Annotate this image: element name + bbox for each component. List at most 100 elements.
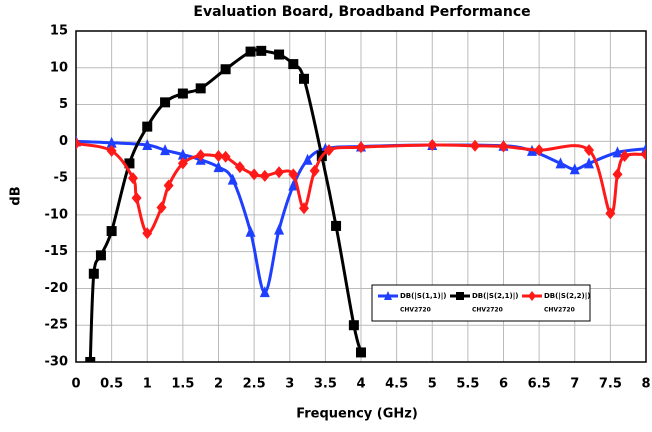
data-point	[88, 268, 99, 279]
data-point	[85, 357, 96, 362]
plot-border	[75, 30, 647, 363]
data-point	[331, 220, 342, 231]
data-point	[142, 227, 153, 240]
data-point	[163, 179, 174, 192]
legend-note: CHV2720	[544, 307, 575, 314]
plot-area	[76, 45, 646, 362]
data-point	[245, 46, 256, 57]
data-point	[498, 140, 509, 153]
x-tick-label: 1	[143, 377, 152, 392]
y-axis-label: dB	[9, 186, 24, 205]
x-tick-label: 3	[285, 377, 294, 392]
data-point	[641, 148, 646, 161]
y-tick-label: -30	[45, 355, 69, 370]
x-tick-label: 5	[428, 377, 437, 392]
data-point	[288, 168, 299, 181]
legend-label: DB(|S(1,1)|)	[400, 292, 447, 301]
data-point	[106, 226, 117, 237]
data-point	[160, 97, 171, 108]
x-tick-label: 5.5	[456, 377, 479, 392]
data-point	[288, 179, 299, 191]
data-point	[124, 158, 135, 169]
data-point	[612, 168, 623, 181]
y-tick-label: 15	[50, 24, 68, 39]
x-tick-label: 4	[356, 377, 365, 392]
data-point	[213, 161, 224, 173]
data-point	[195, 83, 206, 94]
data-point	[142, 121, 153, 132]
data-point	[569, 163, 580, 175]
data-point	[309, 164, 320, 177]
data-point	[213, 150, 224, 163]
data-point	[619, 150, 630, 163]
legend-marker	[528, 291, 536, 301]
y-tick-label: 5	[59, 97, 68, 112]
x-tick-label: 6	[499, 377, 508, 392]
data-point	[584, 157, 594, 169]
data-point	[274, 223, 285, 235]
data-point	[356, 141, 366, 154]
x-tick-label: 7.5	[599, 377, 622, 392]
data-point	[227, 173, 238, 185]
legend-marker	[456, 292, 464, 300]
series-line	[88, 48, 363, 362]
y-tick-label: -20	[45, 281, 69, 296]
data-point	[106, 144, 117, 157]
data-point	[348, 320, 359, 331]
data-point	[274, 166, 285, 179]
data-point	[259, 169, 270, 182]
data-point	[299, 73, 309, 84]
y-tick-label: -5	[54, 171, 68, 186]
data-point	[249, 168, 260, 181]
y-tick-label: -15	[45, 244, 69, 259]
x-tick-label: 7	[570, 377, 579, 392]
data-point	[177, 157, 188, 170]
x-axis-label: Frequency (GHz)	[296, 407, 418, 422]
data-point	[95, 250, 106, 261]
data-point	[612, 146, 623, 158]
data-point	[160, 144, 171, 156]
data-point	[323, 144, 334, 157]
data-point	[299, 202, 309, 215]
data-point	[534, 144, 545, 157]
data-point	[427, 139, 438, 152]
data-point	[106, 136, 117, 148]
x-tick-label: 4.5	[385, 377, 408, 392]
x-tick-label: 6.5	[528, 377, 551, 392]
x-tick-label: 0.5	[100, 377, 123, 392]
x-tick-label: 8	[641, 377, 650, 392]
data-point	[234, 161, 245, 174]
chart-title: Evaluation Board, Broadband Performance	[193, 4, 530, 20]
data-point	[128, 172, 138, 185]
legend-note: CHV2720	[472, 307, 503, 314]
data-point	[288, 59, 299, 70]
data-point	[76, 137, 81, 150]
legend-label: DB(|S(2,2)|)	[544, 292, 591, 301]
legend-label: DB(|S(2,1)|)	[472, 292, 519, 301]
data-point	[256, 45, 267, 56]
legend-marker	[384, 291, 392, 300]
x-tick-label: 2	[214, 377, 223, 392]
legend-note: CHV2720	[400, 307, 431, 314]
data-point	[142, 139, 153, 151]
data-point	[245, 225, 256, 237]
data-point	[177, 88, 188, 99]
data-point	[356, 347, 366, 358]
x-tick-label: 2.5	[243, 377, 266, 392]
x-tick-label: 1.5	[171, 377, 194, 392]
data-point	[156, 201, 167, 214]
data-point	[605, 207, 616, 220]
y-tick-label: 10	[50, 60, 68, 75]
data-point	[195, 149, 206, 162]
y-tick-label: 0	[59, 134, 68, 149]
x-tick-label: 0	[71, 377, 80, 392]
legend	[371, 284, 591, 322]
y-tick-label: -25	[45, 318, 69, 333]
data-point	[220, 150, 231, 163]
data-point	[274, 49, 285, 60]
data-point	[555, 157, 566, 169]
data-point	[470, 139, 480, 152]
data-point	[302, 153, 313, 165]
data-point	[584, 144, 594, 157]
